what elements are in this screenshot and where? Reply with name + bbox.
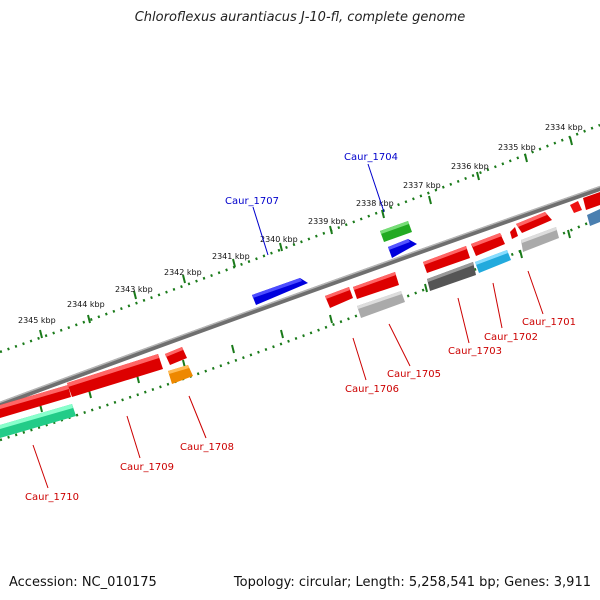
gene-label[interactable]: Caur_1703 — [448, 346, 502, 357]
gene-caur-1704[interactable] — [380, 221, 412, 242]
gene-forward-right-steel[interactable] — [587, 209, 600, 226]
gene-label[interactable]: Caur_1705 — [387, 369, 441, 380]
gene-forward-right-red[interactable] — [570, 192, 600, 213]
scale-tick-label: 2337 kbp — [403, 181, 441, 190]
gene-label[interactable]: Caur_1708 — [180, 442, 234, 453]
gene-label[interactable]: Caur_1709 — [120, 462, 174, 473]
gene-caur-1708[interactable] — [165, 347, 193, 384]
scale-tick-label: 2335 kbp — [498, 143, 536, 152]
forward-scale-line — [0, 123, 600, 354]
gene-caur-1701[interactable] — [510, 212, 559, 252]
scale-tick-label: 2334 kbp — [545, 123, 583, 132]
scale-tick-label: 2340 kbp — [260, 235, 298, 244]
gene-caur-1707[interactable] — [252, 278, 308, 305]
genome-backbone — [0, 185, 600, 407]
gene-caur-1710[interactable] — [0, 385, 76, 438]
scale-tick-label: 2338 kbp — [356, 199, 394, 208]
gene-caur-1706[interactable] — [325, 287, 353, 308]
accession-label: Accession: NC_010175 — [9, 575, 157, 590]
gene-label[interactable]: Caur_1702 — [484, 332, 538, 343]
map-title: Chloroflexus aurantiacus J-10-fl, comple… — [134, 10, 466, 25]
gene-label[interactable]: Caur_1704 — [344, 152, 398, 163]
scale-tick-label: 2336 kbp — [451, 162, 489, 171]
scale-tick-label: 2339 kbp — [308, 217, 346, 226]
gene-label[interactable]: Caur_1701 — [522, 317, 576, 328]
gene-leader-lines — [32, 163, 544, 489]
scale-tick-label: 2345 kbp — [18, 316, 56, 325]
topology-label: Topology: circular; Length: 5,258,541 bp… — [233, 575, 591, 590]
gene-label[interactable]: Caur_1707 — [225, 196, 279, 207]
forward-major-ticks — [39, 136, 573, 339]
scale-tick-label: 2343 kbp — [115, 285, 153, 294]
gene-caur-1705[interactable] — [353, 272, 405, 318]
gene-label[interactable]: Caur_1710 — [25, 492, 79, 503]
scale-tick-label: 2342 kbp — [164, 268, 202, 277]
reverse-scale-line — [0, 216, 600, 442]
scale-tick-label: 2341 kbp — [212, 252, 250, 261]
scale-tick-label: 2344 kbp — [67, 300, 105, 309]
gene-caur-1702[interactable] — [471, 233, 511, 273]
gene-label[interactable]: Caur_1706 — [345, 384, 399, 395]
gene-forward-blue[interactable] — [388, 239, 417, 258]
gene-caur-1703[interactable] — [423, 246, 476, 291]
gene-caur-1709[interactable] — [67, 354, 163, 397]
